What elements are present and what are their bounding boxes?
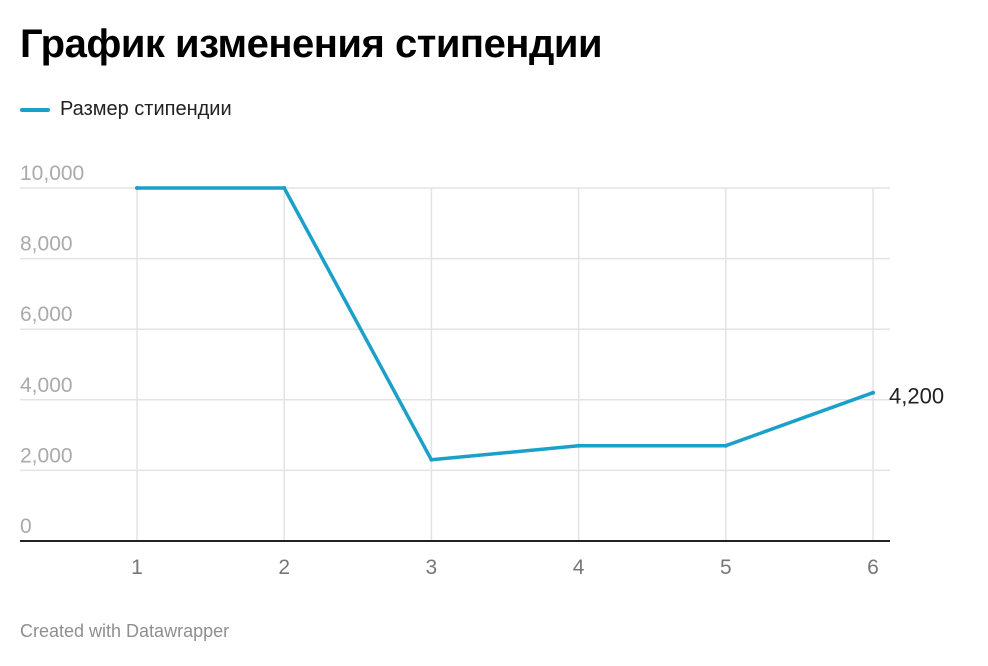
data-point-4 [576,443,581,448]
y-tick-label: 10,000 [20,162,84,185]
y-tick-labels: 0 2,000 4,000 6,000 8,000 10,000 [20,162,84,538]
legend-swatch [20,107,50,112]
horizontal-gridlines [20,187,890,472]
data-point-6 [871,390,875,395]
y-tick-label: 2,000 [20,444,73,467]
vertical-gridlines [136,188,874,541]
legend-label: Размер стипендии [60,98,232,120]
x-tick-label: 2 [278,556,290,579]
y-tick-label: 4,000 [20,374,73,397]
x-tick-label: 1 [131,556,143,579]
y-tick-label: 0 [20,515,32,538]
y-tick-label: 6,000 [20,303,73,326]
footer-credit: Created with Datawrapper [20,621,230,641]
y-tick-label: 8,000 [20,233,73,256]
chart-title: График изменения стипендии [20,22,603,66]
data-point-2 [282,186,287,190]
data-point-1 [135,186,139,190]
data-point-5 [723,443,728,448]
legend: Размер стипендии [20,98,232,121]
x-tick-label: 5 [720,556,732,579]
x-tick-label: 4 [573,556,585,579]
data-label-last-value: 4,200 [889,384,944,409]
x-tick-label: 6 [867,556,879,579]
x-tick-label: 3 [426,556,438,579]
x-tick-labels: 1 2 3 4 5 6 [131,556,879,579]
data-point-3 [429,457,434,462]
series-line-razmer-stipendii [135,186,875,462]
